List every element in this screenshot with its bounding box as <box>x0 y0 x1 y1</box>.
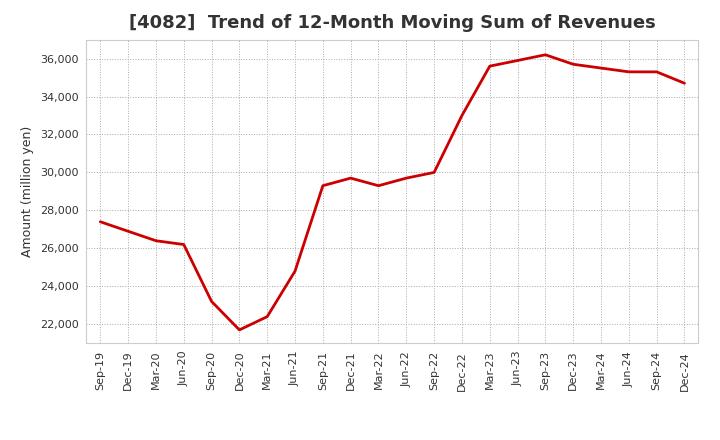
Title: [4082]  Trend of 12-Month Moving Sum of Revenues: [4082] Trend of 12-Month Moving Sum of R… <box>129 15 656 33</box>
Y-axis label: Amount (million yen): Amount (million yen) <box>22 126 35 257</box>
